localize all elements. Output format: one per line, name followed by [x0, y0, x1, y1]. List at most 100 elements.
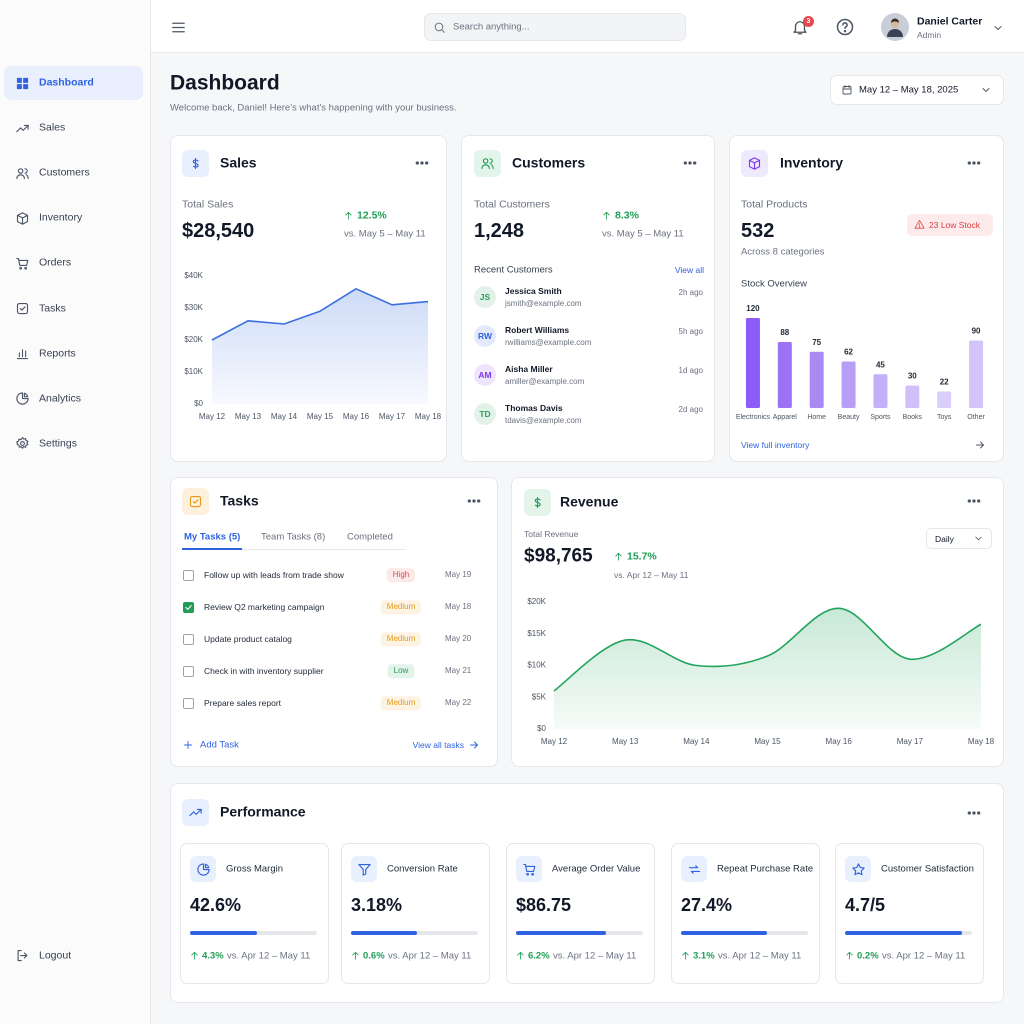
nav-item[interactable]: Settings: [39, 437, 77, 450]
icon-part: [517, 951, 524, 960]
task-checkbox[interactable]: [183, 698, 194, 709]
icon: [680, 950, 691, 961]
task-text: Update product catalog: [204, 633, 292, 644]
customer-email: rwilliams@example.com: [505, 338, 592, 348]
icon-part: [23, 124, 29, 130]
nav-item[interactable]: Inventory: [39, 212, 83, 224]
period-value: Daily: [935, 533, 954, 544]
icon-part: [16, 124, 29, 132]
more-button[interactable]: [682, 155, 698, 171]
menu-button[interactable]: [170, 19, 187, 36]
logout-link[interactable]: Logout: [39, 949, 72, 962]
progress-fill: [351, 931, 418, 935]
more-button[interactable]: [414, 155, 430, 171]
icon: [613, 551, 624, 562]
kpi-label: Total Sales: [182, 198, 234, 211]
task-tab[interactable]: My Tasks (5): [184, 531, 241, 543]
low-stock-text: 23 Low Stock: [929, 219, 981, 230]
icon-part: [19, 266, 22, 270]
arrow-button[interactable]: [974, 439, 986, 451]
icon-part: [972, 499, 976, 503]
task-priority: Low: [387, 664, 415, 678]
icon-part: [891, 20, 899, 28]
metric-value: $86.75: [516, 895, 572, 916]
user-menu-button[interactable]: [992, 22, 1004, 34]
nav-item[interactable]: Customers: [39, 166, 90, 179]
revenue-card: [511, 477, 1004, 767]
view-all-link[interactable]: View all: [674, 264, 704, 275]
metric-change: 3.1%: [693, 950, 715, 962]
nav-item[interactable]: Reports: [39, 347, 76, 360]
progress-fill: [681, 931, 768, 935]
search-box[interactable]: [424, 13, 686, 41]
metric-name: Repeat Purchase Rate: [717, 863, 814, 875]
icon-part: [836, 18, 854, 36]
metric-name: Conversion Rate: [387, 863, 458, 875]
icon-part: [189, 495, 202, 508]
kpi-label: Total Customers: [474, 198, 550, 211]
icon-part: [441, 29, 445, 33]
card-title: Inventory: [780, 154, 844, 171]
task-text: Prepare sales report: [204, 697, 282, 708]
icon-part: [793, 21, 807, 33]
task-text: Check in with inventory supplier: [204, 665, 324, 676]
icon-chip: [351, 856, 377, 882]
icon: [188, 156, 203, 171]
nav-item[interactable]: Analytics: [39, 392, 82, 405]
icon-part: [16, 349, 29, 360]
section-title: Recent Customers: [474, 264, 553, 276]
icon-chip: [845, 856, 871, 882]
icon-part: [967, 499, 972, 503]
notifications-button[interactable]: [791, 18, 809, 36]
view-inventory-link[interactable]: View full inventory: [741, 439, 810, 450]
sales-card: [170, 135, 447, 462]
period-dropdown[interactable]: [926, 528, 992, 549]
icon-part: [192, 499, 199, 504]
customer-email: tdavis@example.com: [505, 416, 582, 426]
icon-part: [184, 741, 192, 749]
icon-part: [185, 605, 192, 610]
icon: [182, 739, 194, 751]
more-button[interactable]: [466, 493, 482, 509]
icon-part: [534, 496, 541, 509]
task-checkbox[interactable]: [183, 634, 194, 645]
kpi-label: Total Products: [741, 198, 808, 211]
user-role: Admin: [917, 29, 942, 40]
kpi-compare: vs. May 5 – May 11: [344, 228, 426, 240]
add-task-button[interactable]: Add Task: [200, 739, 239, 751]
icon: [841, 84, 853, 96]
card-title: Revenue: [560, 493, 619, 510]
user-name[interactable]: Daniel Carter: [917, 15, 983, 28]
icon-part: [972, 161, 976, 165]
nav-item[interactable]: Tasks: [39, 302, 66, 315]
metric-compare: vs. Apr 12 – May 11: [718, 950, 802, 962]
chart-title: Stock Overview: [741, 278, 807, 290]
help-button[interactable]: [835, 17, 855, 37]
nav-item[interactable]: Orders: [39, 257, 72, 270]
progress-fill: [190, 931, 258, 935]
notification-badge: [803, 16, 814, 27]
task-tab[interactable]: Completed: [347, 531, 393, 543]
task-checkbox[interactable]: [183, 666, 194, 677]
nav-item[interactable]: Dashboard: [39, 76, 94, 89]
task-date: May 19: [445, 570, 472, 580]
icon-part: [415, 161, 429, 165]
nav-item[interactable]: Sales: [39, 121, 66, 134]
icon-part: [420, 161, 424, 165]
task-date: May 18: [445, 602, 472, 612]
task-checkbox[interactable]: [183, 570, 194, 581]
more-button[interactable]: [966, 805, 982, 821]
metric-value: 42.6%: [190, 895, 242, 916]
task-checkbox[interactable]: [183, 602, 194, 613]
tabs-track: [182, 549, 406, 550]
view-all-tasks-link[interactable]: View all tasks: [412, 739, 464, 750]
icon-part: [16, 257, 29, 270]
icon-part: [615, 552, 622, 561]
date-picker[interactable]: [830, 75, 1004, 105]
metric-card: [341, 843, 490, 984]
icon: [747, 156, 762, 171]
task-tab[interactable]: Team Tasks (8): [261, 531, 326, 543]
card-title: Sales: [220, 154, 257, 171]
more-button[interactable]: [966, 493, 982, 509]
more-button[interactable]: [966, 155, 982, 171]
